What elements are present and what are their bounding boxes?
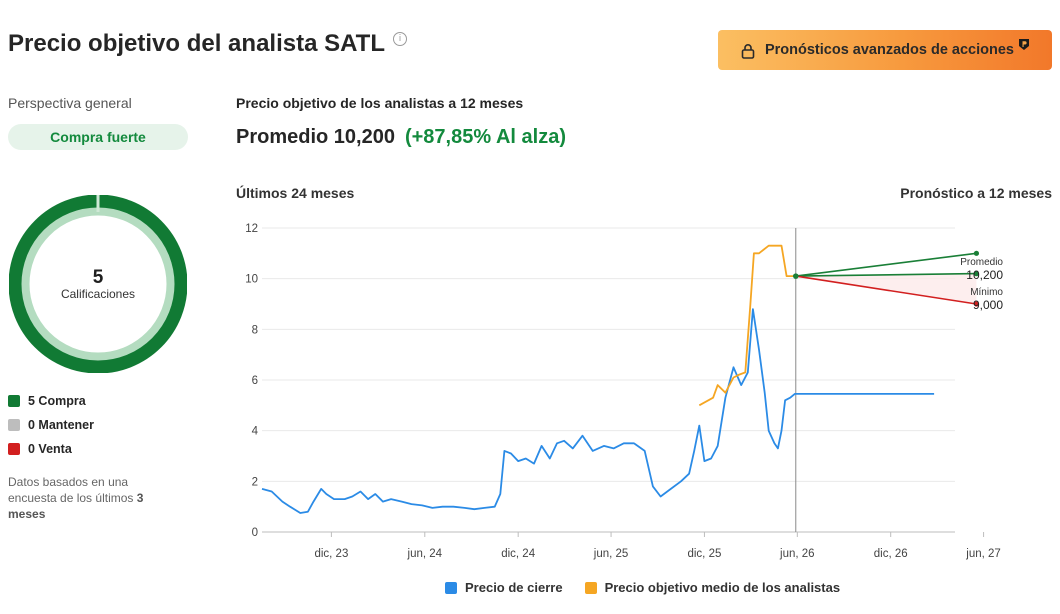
y-tick-label: 6 (252, 375, 258, 387)
advanced-forecast-label: Pronósticos avanzados de acciones (764, 42, 1014, 58)
chart-legend: Precio de cierre Precio objetivo medio d… (445, 580, 862, 595)
legend-avg-target[interactable]: Precio objetivo medio de los analistas (584, 580, 840, 595)
y-tick-label: 2 (252, 476, 258, 488)
page-title-text: Precio objetivo del analista SATL (8, 30, 385, 57)
average-value: Promedio 10,200 (236, 126, 395, 148)
overall-outlook-label: Perspectiva general (8, 95, 132, 111)
survey-note: Datos basados en una encuesta de los últ… (8, 475, 144, 521)
x-tick-label: jun, 26 (779, 548, 815, 560)
forecast-period-label: Pronóstico a 12 meses (900, 185, 1052, 201)
x-tick-label: dic, 26 (874, 548, 908, 560)
upside-value: (+87,85% Al alza) (404, 126, 566, 148)
advanced-forecast-button[interactable]: Pronósticos avanzados de acciones (718, 30, 1052, 70)
avg-target-line (698, 244, 796, 407)
x-tick-label: jun, 25 (593, 548, 629, 560)
x-tick-label: dic, 24 (501, 548, 535, 560)
legend-sell: 0 Venta (8, 442, 94, 456)
y-tick-label: 10 (245, 274, 258, 286)
avg-forecast-value: 10,200 (966, 268, 1003, 282)
legend-buy: 5 Compra (8, 394, 94, 408)
high-forecast-line (795, 252, 977, 277)
overall-outlook-badge: Compra fuerte (8, 124, 188, 150)
high-forecast-point (973, 250, 980, 256)
low-forecast-point (973, 301, 980, 307)
page-title: Precio objetivo del analista SATL i (8, 30, 407, 58)
legend-close-price[interactable]: Precio de cierre (445, 580, 563, 595)
y-tick-label: 4 (252, 426, 259, 438)
min-forecast-value: 9,000 (973, 298, 1003, 312)
y-tick-label: 8 (252, 324, 258, 336)
y-tick-label: 0 (252, 527, 258, 539)
avg-forecast-point (973, 271, 980, 277)
ratings-label: Calificaciones (61, 287, 135, 301)
min-forecast-name: Mínimo (970, 287, 1003, 298)
ratings-count: 5 (93, 267, 104, 288)
avg-forecast-name: Promedio (960, 257, 1003, 268)
pro-badge-icon (1019, 38, 1029, 50)
close-price-line (261, 308, 935, 514)
x-tick-label: dic, 23 (314, 548, 348, 560)
forecast-start-point (792, 273, 799, 279)
low-forecast-line (795, 275, 977, 305)
target-subtitle: Precio objetivo de los analistas a 12 me… (236, 95, 524, 111)
x-tick-label: jun, 24 (407, 548, 443, 560)
legend-hold: 0 Mantener (8, 418, 94, 432)
avg-forecast-line (795, 272, 977, 277)
ratings-donut: 5 Calificaciones (9, 195, 187, 373)
average-target: Promedio 10,200 (+87,85% Al alza) (236, 126, 566, 149)
x-tick-label: dic, 25 (687, 548, 721, 560)
donut-gap (96, 195, 100, 212)
ratings-legend: 5 Compra 0 Mantener 0 Venta (8, 394, 94, 466)
past-period-label: Últimos 24 meses (236, 185, 355, 201)
lock-icon (741, 44, 755, 59)
x-tick-label: jun, 27 (965, 548, 1001, 560)
y-tick-label: 12 (245, 223, 258, 235)
info-icon[interactable]: i (392, 32, 407, 46)
